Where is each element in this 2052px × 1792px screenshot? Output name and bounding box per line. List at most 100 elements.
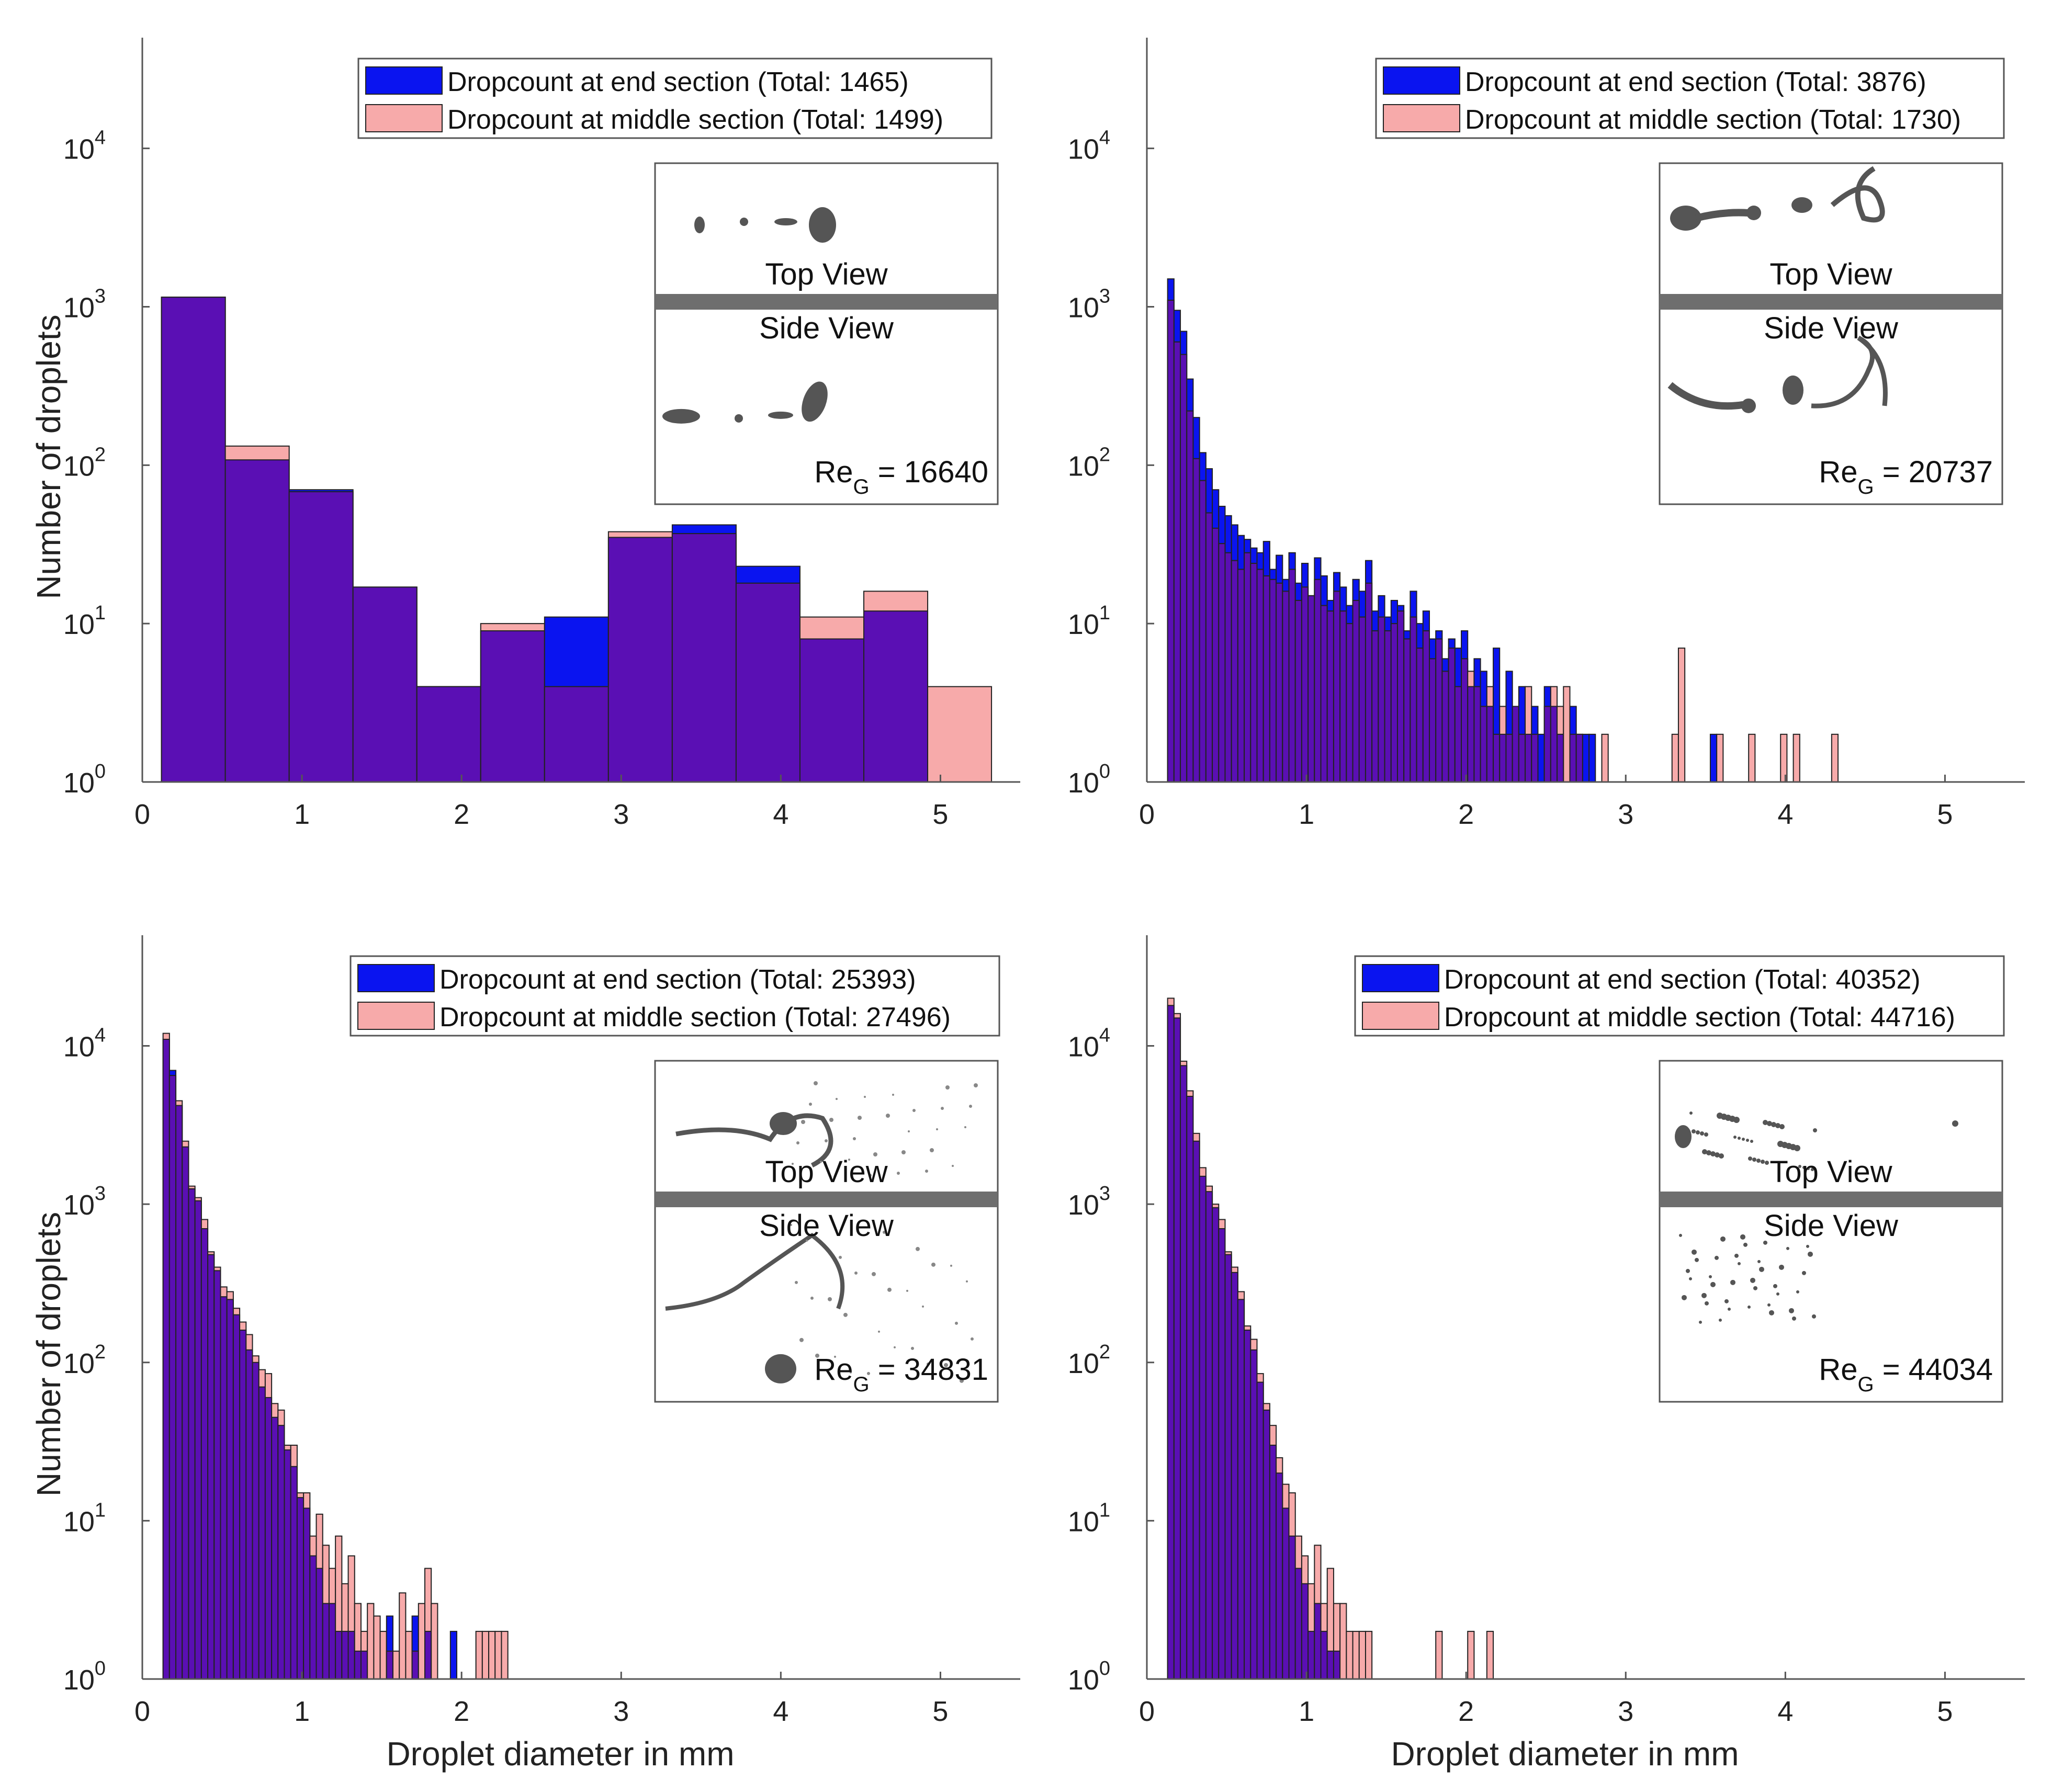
- bar-end-section-66: [1588, 733, 1596, 782]
- spray-dot: [1730, 1279, 1735, 1285]
- bar-overlap-53: [1505, 733, 1513, 782]
- inset-image: Top View Side View ReG = 44034: [1659, 1060, 2003, 1403]
- legend-swatch-middle: [357, 1002, 435, 1030]
- bar-overlap-26: [1333, 1650, 1341, 1680]
- legend-label-end: Dropcount at end section (Total: 40352): [1444, 965, 1921, 995]
- y-tick-base: 10: [1068, 1664, 1099, 1696]
- legend-swatch-end: [365, 66, 443, 95]
- spray-dot: [960, 1378, 964, 1383]
- bar-overlap-1: [168, 1075, 177, 1680]
- y-tick-exponent: 1: [1099, 602, 1110, 624]
- y-tick-label: 102: [63, 1341, 106, 1379]
- legend-label-end: Dropcount at end section (Total: 25393): [439, 965, 916, 995]
- x-tick-label: 0: [134, 1696, 150, 1727]
- spray-dot: [1742, 1138, 1745, 1141]
- bar-overlap-5: [1199, 480, 1207, 782]
- y-tick-label: 102: [1068, 1341, 1110, 1379]
- bar-overlap-35: [386, 1650, 393, 1680]
- bar-middle-section-86: [1716, 733, 1724, 782]
- inset-image: Top View Side View ReG = 20737: [1659, 162, 2003, 505]
- bar-overlap-34: [1384, 630, 1392, 782]
- spray-dot: [886, 1114, 890, 1118]
- bar-overlap-4: [1192, 458, 1200, 782]
- inset-reynolds-label: ReG = 34831: [814, 1353, 988, 1396]
- spray-dot: [1689, 1112, 1693, 1115]
- x-tick-label: 0: [1139, 799, 1155, 830]
- bar-overlap-8: [213, 1270, 221, 1680]
- spray-dot: [1779, 1264, 1784, 1270]
- spray-dot: [1789, 1308, 1794, 1313]
- bar-overlap-25: [1326, 610, 1334, 783]
- inset-top-view-label: Top View: [765, 1155, 888, 1189]
- x-tick-label: 2: [1458, 1696, 1474, 1727]
- reynolds-subscript: G: [853, 1373, 869, 1396]
- x-tick-label: 2: [454, 799, 469, 830]
- bar-overlap-48: [1473, 686, 1481, 782]
- spray-dot: [966, 1280, 968, 1283]
- spray-dot: [892, 1094, 894, 1096]
- bar-overlap-8: [671, 533, 737, 782]
- droplet-shape: [1783, 375, 1803, 405]
- y-tick-base: 10: [63, 1664, 95, 1696]
- y-tick-base: 10: [63, 767, 95, 799]
- bar-overlap-59: [1543, 706, 1551, 782]
- spray-dot: [952, 1165, 954, 1167]
- spray-dot: [950, 1264, 952, 1267]
- spray-dot: [1767, 1303, 1771, 1307]
- legend-label-end: Dropcount at end section (Total: 1465): [447, 67, 909, 97]
- bar-overlap-6: [1205, 1191, 1213, 1680]
- bar-overlap-38: [1410, 616, 1417, 783]
- legend-swatch-end: [1362, 964, 1439, 992]
- spray-dot: [1756, 1159, 1761, 1163]
- legend-swatch-end: [1383, 66, 1460, 95]
- bar-overlap-25: [1326, 1650, 1334, 1680]
- spray-dot: [1763, 1120, 1768, 1125]
- bar-overlap-10: [226, 1299, 234, 1680]
- droplet-shape: [662, 409, 700, 424]
- spray-dot: [810, 1296, 814, 1300]
- y-tick-label: 100: [1068, 761, 1110, 799]
- spray-dot: [1765, 1161, 1769, 1165]
- reynolds-value: = 34831: [870, 1353, 988, 1387]
- bar-overlap-3: [1186, 410, 1194, 782]
- bar-overlap-3: [352, 586, 418, 782]
- spray-dot: [908, 1130, 910, 1132]
- bar-overlap-39: [1416, 648, 1424, 783]
- spray-dot: [1728, 1307, 1731, 1311]
- bar-overlap-13: [1250, 1349, 1258, 1680]
- bar-overlap-5: [194, 1200, 202, 1680]
- bar-overlap-11: [1237, 569, 1245, 783]
- ligament-shape: [1695, 209, 1749, 222]
- bar-middle-section-51: [488, 1630, 496, 1680]
- spray-dot: [931, 1262, 935, 1267]
- reynolds-value: = 20737: [1874, 455, 1993, 489]
- spray-dot: [815, 1353, 819, 1358]
- bar-overlap-61: [1557, 733, 1564, 782]
- spray-dot: [1710, 1281, 1716, 1287]
- droplet-shape: [735, 414, 743, 423]
- spray-dot: [1719, 1153, 1724, 1159]
- y-tick-exponent: 4: [95, 1025, 106, 1047]
- bar-overlap-3: [182, 1146, 189, 1680]
- y-tick-exponent: 2: [95, 444, 106, 466]
- y-tick-base: 10: [1068, 134, 1099, 165]
- spray-dot: [1750, 1140, 1753, 1143]
- bar-overlap-52: [1499, 733, 1507, 782]
- spray-dot: [894, 1346, 896, 1348]
- bar-overlap-16: [1269, 1444, 1277, 1680]
- x-tick-label: 0: [134, 799, 150, 830]
- bar-overlap-25: [322, 1603, 330, 1680]
- x-tick-label: 3: [1618, 1696, 1633, 1727]
- bar-overlap-1: [1173, 341, 1181, 782]
- bar-overlap-26: [328, 1603, 336, 1680]
- spray-dot: [792, 1163, 794, 1165]
- legend-label-middle: Dropcount at middle section (Total: 4471…: [1444, 1002, 1955, 1033]
- bar-overlap-60: [1550, 706, 1558, 782]
- bar-overlap-26: [1333, 591, 1341, 782]
- droplet-shape: [1670, 206, 1701, 231]
- bar-overlap-35: [1390, 623, 1398, 783]
- spray-dot: [945, 1085, 950, 1090]
- bar-middle-section-42: [431, 1603, 438, 1680]
- bar-overlap-9: [1224, 1254, 1232, 1680]
- bar-middle-section-34: [379, 1630, 387, 1680]
